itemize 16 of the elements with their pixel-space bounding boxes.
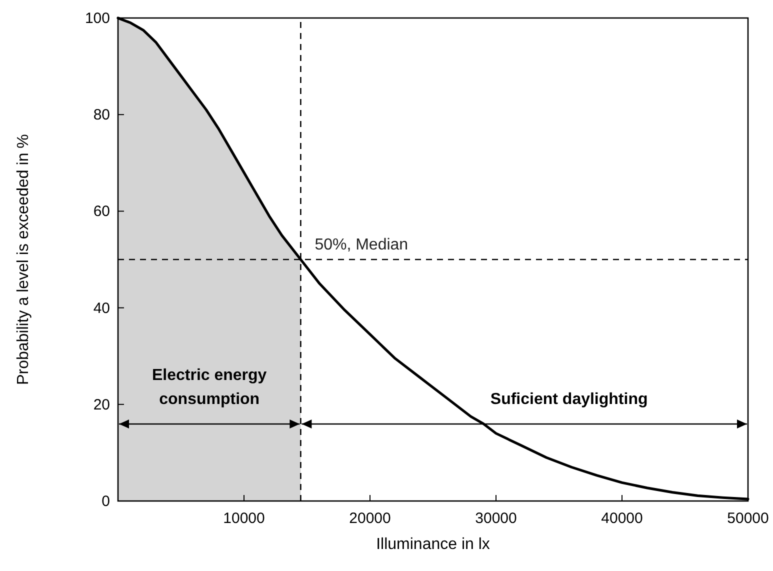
y-tick-label: 100 [84,10,110,27]
y-tick-label: 0 [102,493,110,510]
x-tick-label: 20000 [349,510,391,527]
x-axis-title: Illuminance in lx [376,536,490,553]
x-tick-label: 40000 [601,510,643,527]
annotation: Electric energy consumption [152,367,267,408]
ref-line-label: 50%, Median [314,236,408,254]
y-axis-title: Probability a level is exceeded in % [15,134,32,385]
x-tick-label: 50000 [727,510,769,527]
annotation: Suficient daylighting [490,391,648,408]
x-tick-label: 30000 [475,510,517,527]
y-tick-label: 60 [93,203,110,220]
y-tick-label: 80 [93,106,110,124]
x-tick-label: 10000 [223,510,265,527]
y-tick-label: 20 [93,396,110,414]
y-tick-label: 40 [93,300,110,317]
